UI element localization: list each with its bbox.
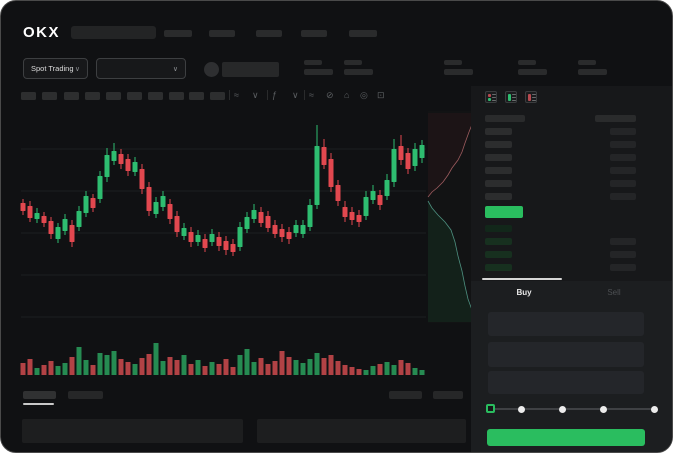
stat-label-block xyxy=(578,60,596,65)
timeframe-button[interactable] xyxy=(85,92,100,100)
total-input[interactable] xyxy=(488,371,644,394)
slider-track[interactable] xyxy=(491,408,654,410)
stat-value-block xyxy=(344,69,373,75)
candles-group xyxy=(20,125,425,256)
compare-icon[interactable]: ⊘ xyxy=(326,90,334,100)
candle-style-icon[interactable]: ≈ xyxy=(234,90,239,100)
bottom-tab-underline xyxy=(23,403,54,405)
market-type-dropdown[interactable]: Spot Trading ∨ xyxy=(23,58,88,79)
timeframe-button[interactable] xyxy=(189,92,204,100)
toolbar-separator xyxy=(267,90,268,100)
settings-icon[interactable]: ◎ xyxy=(360,90,368,100)
orderbook-split-view-icon[interactable] xyxy=(485,91,497,103)
ask-price-block[interactable] xyxy=(485,128,512,135)
stat-label-block xyxy=(344,60,362,65)
bottom-toolbar-block[interactable] xyxy=(433,391,463,399)
ask-amount-block xyxy=(610,193,636,200)
bottom-tab-1[interactable] xyxy=(23,391,56,399)
bottom-table-panel-1 xyxy=(22,419,243,443)
slider-dot[interactable] xyxy=(600,406,607,413)
chevron-down-icon: ∨ xyxy=(74,65,80,73)
ask-price-block[interactable] xyxy=(485,180,512,187)
indicator-icon[interactable]: ƒ xyxy=(272,90,278,100)
market-type-label: Spot Trading xyxy=(31,64,74,73)
stat-value-block xyxy=(304,69,333,75)
stat-value-block xyxy=(578,69,607,75)
amount-input[interactable] xyxy=(488,342,644,367)
timeframe-button[interactable] xyxy=(21,92,36,100)
ask-amount-block xyxy=(610,154,636,161)
ask-price-block[interactable] xyxy=(485,167,512,174)
chevron-down-icon[interactable]: ∨ xyxy=(292,90,299,100)
timeframe-button[interactable] xyxy=(64,92,79,100)
bid-price-block[interactable] xyxy=(485,238,512,245)
pair-title-block xyxy=(222,62,279,77)
coin-icon xyxy=(204,62,219,77)
nav-item[interactable] xyxy=(301,30,327,37)
ask-amount-block xyxy=(610,128,636,135)
ask-price-block[interactable] xyxy=(485,141,512,148)
bid-amount-block xyxy=(610,251,636,258)
bottom-tab-2[interactable] xyxy=(68,391,103,399)
orderbook-amount-header xyxy=(595,115,636,122)
pair-dropdown[interactable]: ∨ xyxy=(96,58,186,79)
orderbook-asks-view-icon[interactable] xyxy=(525,91,537,103)
timeframe-button[interactable] xyxy=(127,92,142,100)
active-tab-indicator xyxy=(482,278,562,280)
ask-price-block[interactable] xyxy=(485,154,512,161)
ask-amount-block xyxy=(610,180,636,187)
timeframe-button[interactable] xyxy=(106,92,121,100)
timeframe-button[interactable] xyxy=(169,92,184,100)
bottom-table-panel-2 xyxy=(257,419,466,443)
nav-item[interactable] xyxy=(256,30,282,37)
volume-bars xyxy=(20,343,425,375)
toolbar-separator xyxy=(229,90,230,100)
stat-label-block xyxy=(304,60,322,65)
nav-item[interactable] xyxy=(209,30,235,37)
chevron-down-icon[interactable]: ∨ xyxy=(252,90,259,100)
bid-price-block[interactable] xyxy=(485,225,512,232)
slider-dot[interactable] xyxy=(518,406,525,413)
bid-price-block[interactable] xyxy=(485,251,512,258)
trade-form-panel xyxy=(471,281,672,452)
stat-value-block xyxy=(518,69,547,75)
buy-button[interactable] xyxy=(487,429,645,446)
toolbar-separator xyxy=(304,90,305,100)
tab-buy[interactable]: Buy xyxy=(516,287,532,297)
ask-amount-block xyxy=(610,167,636,174)
bid-amount-block xyxy=(610,238,636,245)
timeframe-button[interactable] xyxy=(42,92,57,100)
camera-icon[interactable]: ⌂ xyxy=(344,90,350,100)
orderbook-price-header xyxy=(485,115,525,122)
nav-item[interactable] xyxy=(164,30,192,37)
stat-label-block xyxy=(518,60,536,65)
line-type-icon[interactable]: ≈ xyxy=(309,90,314,100)
chevron-down-icon: ∨ xyxy=(172,65,178,73)
nav-item[interactable] xyxy=(349,30,377,37)
bottom-toolbar-block[interactable] xyxy=(389,391,422,399)
bid-amount-block xyxy=(610,264,636,271)
bid-price-block[interactable] xyxy=(485,264,512,271)
fullscreen-icon[interactable]: ⊡ xyxy=(377,90,385,100)
stat-value-block xyxy=(444,69,473,75)
slider-dot[interactable] xyxy=(651,406,658,413)
timeframe-button[interactable] xyxy=(210,92,225,100)
ask-amount-block xyxy=(610,141,636,148)
okx-logo[interactable]: OKX xyxy=(23,24,61,41)
timeframe-button[interactable] xyxy=(148,92,163,100)
orderbook-bids-view-icon[interactable] xyxy=(505,91,517,103)
search-input[interactable] xyxy=(71,26,156,39)
price-input[interactable] xyxy=(488,312,644,336)
slider-dot[interactable] xyxy=(559,406,566,413)
chart-gridlines xyxy=(21,148,426,318)
tab-sell[interactable]: Sell xyxy=(607,287,621,297)
ask-price-block[interactable] xyxy=(485,193,512,200)
slider-handle[interactable] xyxy=(486,404,495,413)
stat-label-block xyxy=(444,60,462,65)
last-price-badge xyxy=(485,206,523,218)
